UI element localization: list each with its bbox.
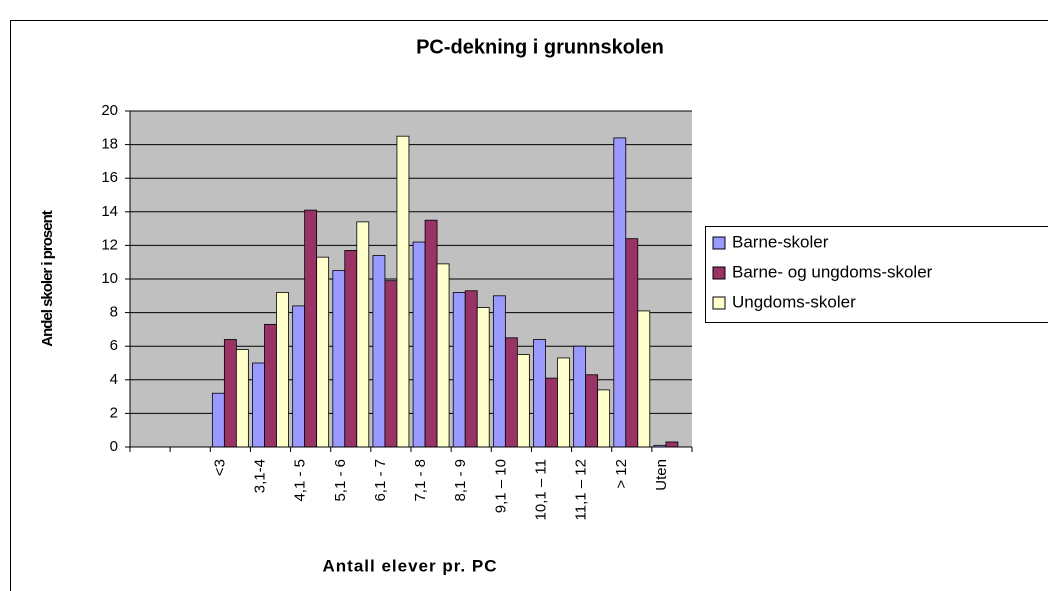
bar xyxy=(545,377,558,448)
bar xyxy=(464,290,478,448)
bar xyxy=(316,256,330,448)
x-tick-label: 9,1 – 10 xyxy=(492,459,509,513)
bar xyxy=(436,263,450,448)
y-tick-label: 12 xyxy=(101,236,118,253)
x-tick-label: > 12 xyxy=(613,459,630,489)
bar xyxy=(252,362,265,448)
x-tick-label: 6,1 - 7 xyxy=(372,459,389,502)
bar xyxy=(504,337,518,448)
bar xyxy=(304,209,318,448)
y-axis-title: Andel skoler i prosent xyxy=(39,210,56,347)
bar xyxy=(516,354,530,448)
x-tick-label: Uten xyxy=(653,459,670,491)
y-tick-label: 20 xyxy=(101,102,118,119)
x-tick-label: 10,1 – 11 xyxy=(532,459,549,520)
y-tick-label: 10 xyxy=(101,270,118,287)
legend-box xyxy=(705,226,1048,323)
x-tick-label: 8,1 - 9 xyxy=(452,459,469,502)
bar xyxy=(637,310,651,448)
bar xyxy=(372,255,386,448)
bar xyxy=(533,339,546,448)
y-tick-label: 8 xyxy=(110,304,118,321)
chart-title: PC-dekning i grunnskolen xyxy=(416,36,664,58)
bar xyxy=(585,374,599,448)
bar xyxy=(597,389,611,448)
bar xyxy=(476,307,490,448)
y-tick-label: 14 xyxy=(101,203,118,220)
legend-label: Barne- og ungdoms-skoler xyxy=(732,262,933,281)
y-tick-label: 18 xyxy=(101,136,118,153)
bar xyxy=(235,349,249,448)
bar xyxy=(344,250,358,448)
bar xyxy=(492,295,506,448)
bar xyxy=(452,292,466,448)
bar xyxy=(396,135,410,448)
y-tick-label: 4 xyxy=(110,371,118,388)
bar xyxy=(264,323,277,448)
bar xyxy=(665,441,679,448)
x-tick-label: <3 xyxy=(211,459,228,476)
bar xyxy=(292,305,306,448)
bar xyxy=(356,221,370,448)
legend-label: Barne-skoler xyxy=(732,232,829,251)
bar xyxy=(384,280,398,448)
bar xyxy=(424,219,438,448)
y-tick-label: 0 xyxy=(110,438,118,455)
x-tick-label: 3,1-4 xyxy=(251,459,268,493)
bar xyxy=(412,241,426,448)
bar xyxy=(625,238,639,448)
legend-label: Ungdoms-skoler xyxy=(732,292,856,311)
y-tick-label: 16 xyxy=(101,169,118,186)
x-axis-title: Antall elever pr. PC xyxy=(323,556,498,575)
bar xyxy=(573,345,587,448)
x-tick-label: 11,1 – 12 xyxy=(573,459,590,520)
legend-swatch xyxy=(712,266,726,280)
y-tick-label: 6 xyxy=(110,337,118,354)
y-tick-label: 2 xyxy=(110,404,118,421)
bar xyxy=(613,137,627,448)
bar xyxy=(211,392,225,448)
bar xyxy=(223,339,237,448)
legend-swatch xyxy=(712,236,726,250)
bar xyxy=(557,357,570,448)
legend-swatch xyxy=(712,296,726,310)
bar xyxy=(276,292,289,448)
x-tick-label: 5,1 - 6 xyxy=(332,459,349,502)
bar xyxy=(332,270,346,448)
x-tick-label: 4,1 - 5 xyxy=(292,459,309,502)
x-tick-label: 7,1 - 8 xyxy=(412,459,429,502)
